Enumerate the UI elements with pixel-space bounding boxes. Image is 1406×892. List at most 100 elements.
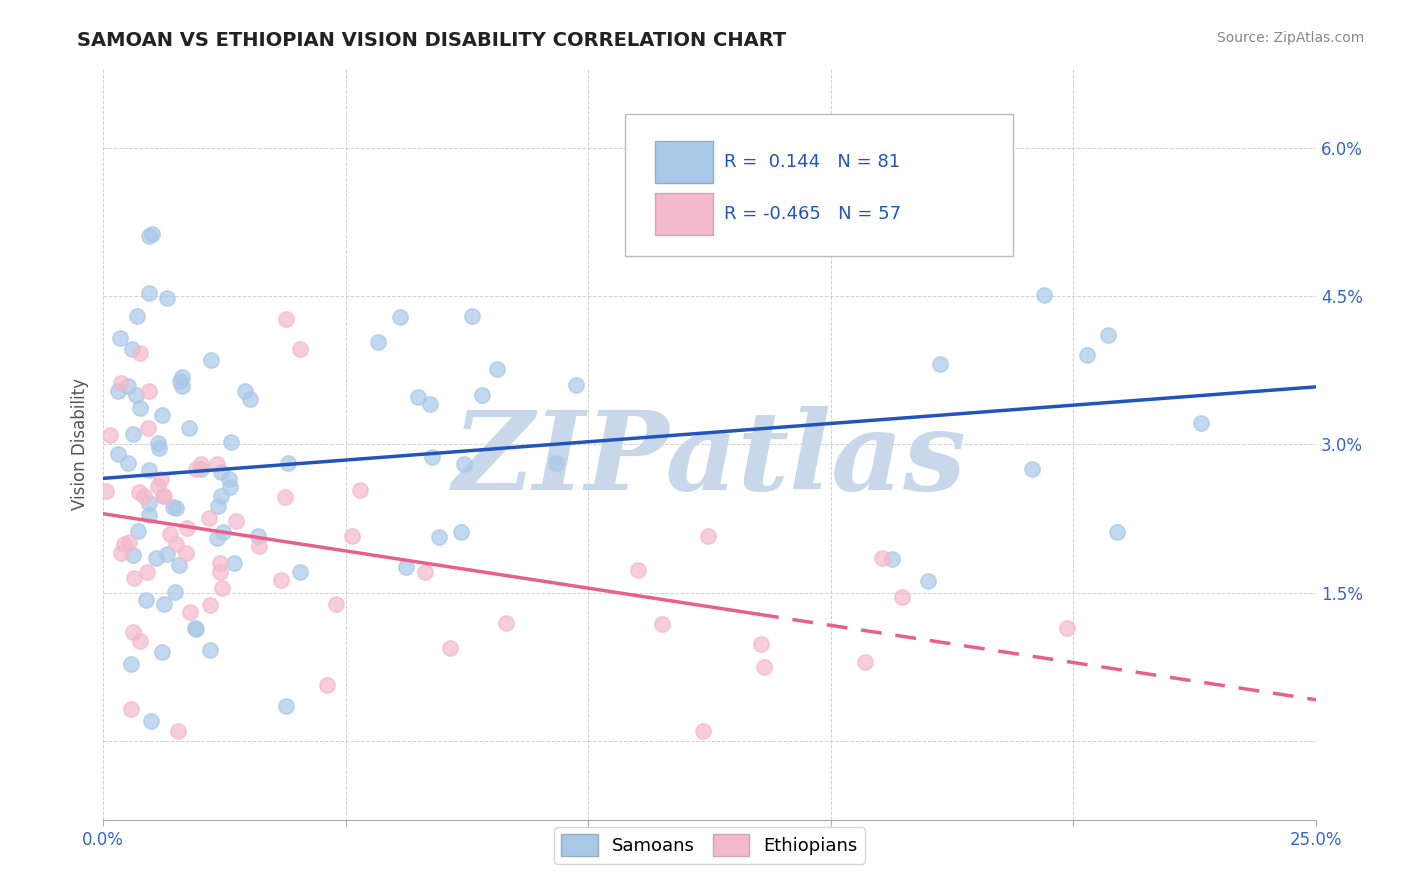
Point bbox=[219, 434, 242, 449]
Point bbox=[218, 480, 240, 494]
Point bbox=[209, 489, 232, 503]
Point bbox=[179, 605, 201, 619]
Point bbox=[162, 500, 184, 515]
Point bbox=[209, 557, 232, 571]
Point bbox=[117, 379, 139, 393]
Point bbox=[349, 483, 371, 498]
Point bbox=[427, 530, 450, 544]
Point bbox=[218, 472, 240, 486]
Point bbox=[117, 456, 139, 470]
Point bbox=[120, 657, 142, 672]
Point bbox=[388, 310, 411, 324]
Point bbox=[122, 426, 145, 441]
Point bbox=[156, 291, 179, 305]
Point bbox=[145, 550, 167, 565]
Point bbox=[129, 345, 152, 359]
Point bbox=[121, 625, 143, 640]
Point bbox=[110, 546, 132, 560]
Point bbox=[325, 597, 347, 611]
Point bbox=[146, 435, 169, 450]
Point bbox=[200, 598, 222, 612]
Point bbox=[696, 528, 718, 542]
Point bbox=[274, 699, 297, 714]
Point bbox=[128, 485, 150, 500]
Point bbox=[413, 565, 436, 579]
Point bbox=[107, 447, 129, 461]
Point bbox=[122, 548, 145, 562]
Point bbox=[129, 401, 152, 415]
Point bbox=[222, 556, 245, 570]
Point bbox=[190, 461, 212, 475]
Point bbox=[184, 462, 207, 476]
Point bbox=[367, 335, 389, 350]
Point bbox=[150, 408, 173, 422]
Point bbox=[153, 489, 176, 503]
Point bbox=[290, 565, 312, 579]
Point bbox=[246, 529, 269, 543]
Point bbox=[159, 526, 181, 541]
Point bbox=[880, 551, 903, 566]
Point bbox=[110, 376, 132, 390]
Point bbox=[138, 228, 160, 243]
Point bbox=[420, 450, 443, 464]
Point bbox=[887, 187, 910, 202]
Text: Source: ZipAtlas.com: Source: ZipAtlas.com bbox=[1216, 31, 1364, 45]
Point bbox=[177, 421, 200, 435]
Point bbox=[127, 524, 149, 538]
Point bbox=[152, 598, 174, 612]
Point bbox=[149, 472, 172, 486]
Point bbox=[108, 331, 131, 345]
Point bbox=[138, 496, 160, 510]
FancyBboxPatch shape bbox=[655, 194, 713, 235]
Point bbox=[127, 310, 149, 324]
Point bbox=[190, 457, 212, 471]
Point bbox=[461, 309, 484, 323]
Point bbox=[419, 397, 441, 411]
Point bbox=[98, 428, 121, 442]
Point bbox=[138, 384, 160, 398]
Point bbox=[928, 357, 950, 371]
Point bbox=[890, 590, 912, 604]
Point bbox=[544, 456, 567, 470]
Point bbox=[163, 585, 186, 599]
Point bbox=[1056, 622, 1078, 636]
Point bbox=[273, 490, 295, 504]
Point bbox=[125, 388, 148, 402]
Point bbox=[152, 489, 174, 503]
Point bbox=[209, 466, 232, 480]
Text: ZIPatlas: ZIPatlas bbox=[453, 406, 966, 513]
Point bbox=[200, 643, 222, 657]
Point bbox=[406, 390, 429, 404]
Point bbox=[200, 353, 222, 368]
Point bbox=[249, 539, 271, 553]
Point bbox=[342, 529, 364, 543]
Point bbox=[138, 462, 160, 476]
Point bbox=[139, 714, 162, 729]
Point bbox=[150, 645, 173, 659]
Point bbox=[167, 724, 190, 739]
Point bbox=[128, 633, 150, 648]
Point bbox=[692, 724, 714, 739]
Point bbox=[870, 551, 893, 566]
Point bbox=[207, 500, 229, 514]
Legend: Samoans, Ethiopians: Samoans, Ethiopians bbox=[554, 827, 865, 863]
Point bbox=[270, 573, 292, 587]
Point bbox=[170, 379, 193, 393]
Point bbox=[439, 640, 461, 655]
Point bbox=[485, 361, 508, 376]
Point bbox=[749, 637, 772, 651]
Point bbox=[107, 384, 129, 399]
Point bbox=[138, 286, 160, 301]
Point bbox=[136, 565, 159, 579]
Point bbox=[132, 489, 155, 503]
Point bbox=[239, 392, 262, 406]
Point bbox=[176, 521, 198, 535]
Point bbox=[112, 536, 135, 550]
Point bbox=[120, 702, 142, 716]
Point bbox=[141, 227, 163, 242]
Point bbox=[122, 571, 145, 585]
Point bbox=[1076, 349, 1098, 363]
Point bbox=[277, 456, 299, 470]
Point bbox=[754, 659, 776, 673]
Text: SAMOAN VS ETHIOPIAN VISION DISABILITY CORRELATION CHART: SAMOAN VS ETHIOPIAN VISION DISABILITY CO… bbox=[77, 31, 786, 50]
